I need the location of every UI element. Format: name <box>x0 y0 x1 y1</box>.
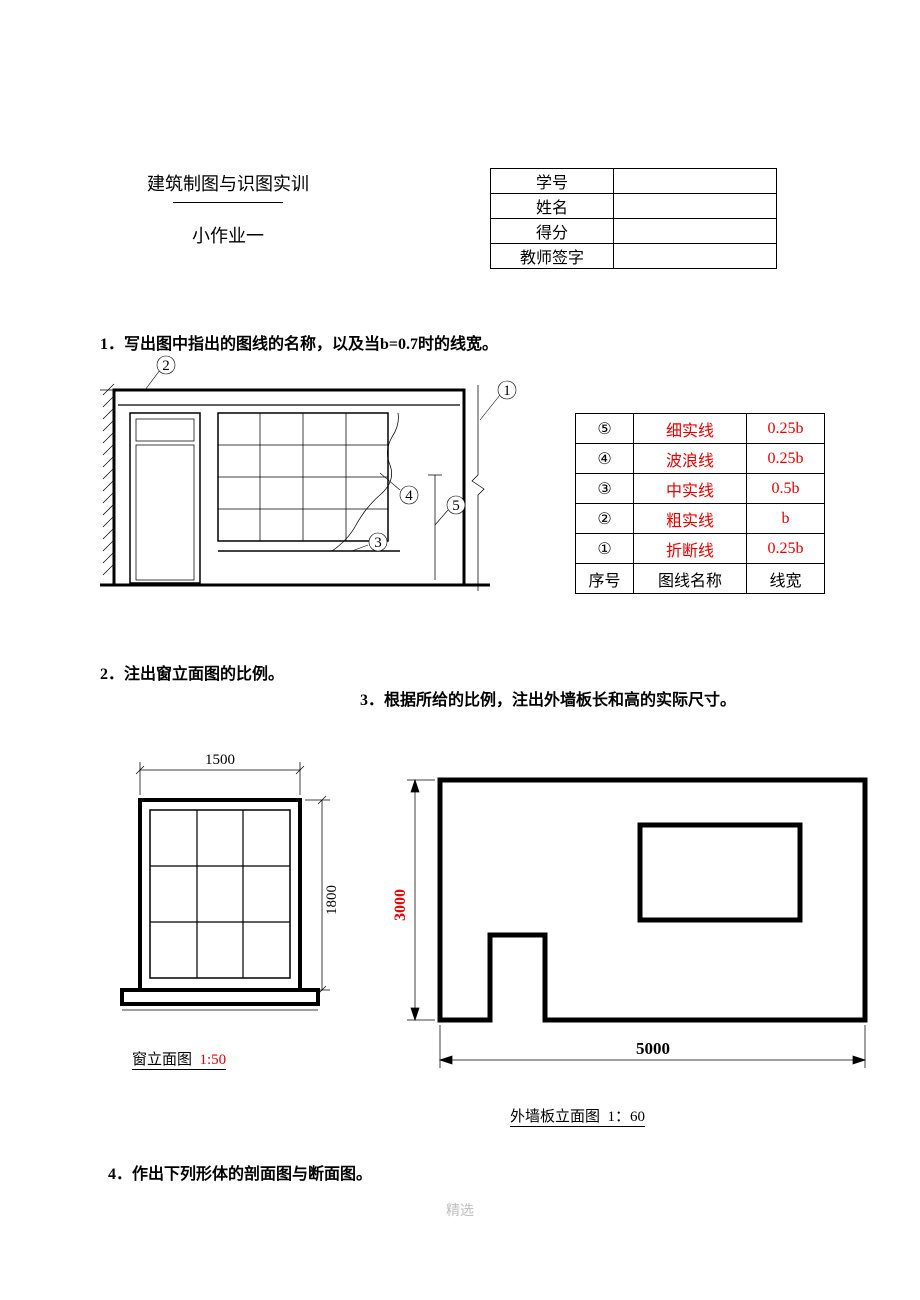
subtitle-text: 小作业一 <box>192 226 264 246</box>
q3-caption: 外墙板立面图 1：60 <box>510 1105 645 1126</box>
info-value <box>614 244 777 269</box>
q3-caption-prefix: 外墙板立面图 <box>510 1109 600 1125</box>
idx-cell: ③ <box>576 474 634 504</box>
info-value <box>614 219 777 244</box>
q2-text: 2．注出窗立面图的比例。 <box>100 666 284 683</box>
header-cell: 图线名称 <box>634 564 747 594</box>
info-label: 得分 <box>491 219 614 244</box>
table-row: 姓名 <box>491 194 777 219</box>
dim-height: 1800 <box>324 885 340 915</box>
q3-caption-scale: 1：60 <box>608 1109 646 1125</box>
q2-caption-prefix: 窗立面图 <box>132 1052 192 1068</box>
title-text: 建筑制图与识图实训 <box>147 174 309 194</box>
document-subtitle: 小作业一 <box>118 222 338 248</box>
header-cell: 序号 <box>576 564 634 594</box>
table-row: ③ 中实线 0.5b <box>576 474 825 504</box>
page: 建筑制图与识图实训 小作业一 学号 姓名 得分 教师签字 1．写出图中指出的图线… <box>0 0 920 1300</box>
width-cell: 0.25b <box>747 534 825 564</box>
footer-text: 精选 <box>446 1204 474 1219</box>
idx-cell: ⑤ <box>576 414 634 444</box>
table-row: ② 粗实线 b <box>576 504 825 534</box>
name-cell: 折断线 <box>634 534 747 564</box>
dim-height: 3000 <box>392 889 409 921</box>
table-row: ④ 波浪线 0.25b <box>576 444 825 474</box>
width-cell: 0.25b <box>747 444 825 474</box>
q4-text: 4．作出下列形体的剖面图与断面图。 <box>108 1166 372 1183</box>
question-2-prompt: 2．注出窗立面图的比例。 <box>100 660 284 684</box>
info-label: 姓名 <box>491 194 614 219</box>
width-cell: b <box>747 504 825 534</box>
name-cell: 粗实线 <box>634 504 747 534</box>
q3-svg: 3000 5000 <box>385 760 885 1100</box>
idx-cell: ④ <box>576 444 634 474</box>
idx-cell: ① <box>576 534 634 564</box>
idx-cell: ② <box>576 504 634 534</box>
q3-figure: 3000 5000 <box>385 760 885 1105</box>
table-row: 学号 <box>491 169 777 194</box>
svg-text:1: 1 <box>503 383 511 399</box>
info-value <box>614 169 777 194</box>
info-label: 教师签字 <box>491 244 614 269</box>
table-row: 得分 <box>491 219 777 244</box>
q1-svg: 2 1 4 3 5 <box>100 355 530 605</box>
page-footer: 精选 <box>0 1200 920 1220</box>
svg-text:5: 5 <box>452 498 460 514</box>
svg-text:3: 3 <box>374 535 382 551</box>
q2-caption: 窗立面图 1:50 <box>132 1048 226 1069</box>
q2-svg: 1500 1800 <box>100 750 350 1040</box>
q2-figure: 1500 1800 <box>100 750 350 1045</box>
dim-width: 5000 <box>636 1039 670 1058</box>
table-row: 教师签字 <box>491 244 777 269</box>
info-label: 学号 <box>491 169 614 194</box>
width-cell: 0.25b <box>747 414 825 444</box>
name-cell: 中实线 <box>634 474 747 504</box>
question-1-prompt: 1．写出图中指出的图线的名称，以及当b=0.7时的线宽。 <box>100 330 498 354</box>
header-cell: 线宽 <box>747 564 825 594</box>
svg-text:2: 2 <box>162 358 170 374</box>
table-row: ① 折断线 0.25b <box>576 534 825 564</box>
width-cell: 0.5b <box>747 474 825 504</box>
name-cell: 细实线 <box>634 414 747 444</box>
info-value <box>614 194 777 219</box>
student-info-table: 学号 姓名 得分 教师签字 <box>490 168 777 269</box>
q1-text: 1．写出图中指出的图线的名称，以及当b=0.7时的线宽。 <box>100 336 498 353</box>
table-row: ⑤ 细实线 0.25b <box>576 414 825 444</box>
document-title: 建筑制图与识图实训 <box>118 170 338 209</box>
q2-caption-scale: 1:50 <box>200 1052 227 1068</box>
question-3-prompt: 3．根据所给的比例，注出外墙板长和高的实际尺寸。 <box>360 688 830 714</box>
q3-text: 3．根据所给的比例，注出外墙板长和高的实际尺寸。 <box>360 692 736 709</box>
title-underline <box>173 202 283 203</box>
svg-text:4: 4 <box>405 488 413 504</box>
q1-answer-table: ⑤ 细实线 0.25b ④ 波浪线 0.25b ③ 中实线 0.5b ② 粗实线… <box>575 413 825 594</box>
name-cell: 波浪线 <box>634 444 747 474</box>
dim-width: 1500 <box>205 752 235 768</box>
question-4-prompt: 4．作出下列形体的剖面图与断面图。 <box>108 1160 372 1184</box>
table-header-row: 序号 图线名称 线宽 <box>576 564 825 594</box>
q1-figure: 2 1 4 3 5 <box>100 355 530 610</box>
